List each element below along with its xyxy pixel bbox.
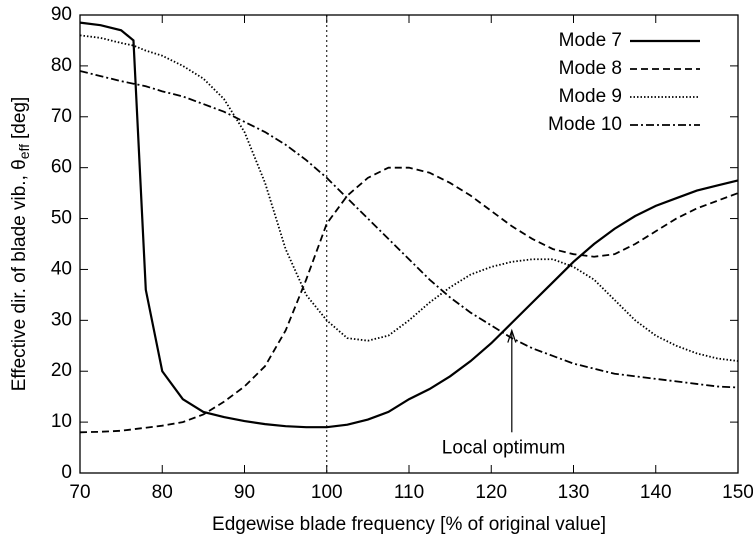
y-tick-label: 90 <box>51 4 72 25</box>
legend-label: Mode 7 <box>559 30 622 51</box>
series-line <box>79 70 739 389</box>
y-label-unit: [deg] <box>9 97 30 139</box>
y-tick-label: 20 <box>51 360 72 381</box>
x-tick-label: 150 <box>722 482 753 503</box>
y-tick-label: 80 <box>51 55 72 76</box>
annotation-text: Local optimum <box>442 437 566 458</box>
legend-label: Mode 10 <box>548 114 622 135</box>
y-tick-label: 70 <box>51 106 72 127</box>
y-tick-label: 40 <box>51 258 72 279</box>
y-label-main: Effective dir. of blade vib., θ <box>9 159 30 391</box>
y-axis-label: Effective dir. of blade vib., θeff [deg] <box>9 97 32 392</box>
plot-frame <box>79 14 739 474</box>
y-tick-label: 30 <box>51 309 72 330</box>
x-tick-label: 110 <box>394 482 424 503</box>
x-tick-label: 100 <box>311 482 343 503</box>
series-line <box>79 166 739 434</box>
y-label-sub: eff <box>16 144 32 159</box>
legend-label: Mode 9 <box>559 86 622 107</box>
x-tick-label: 70 <box>69 482 90 503</box>
x-tick-label: 130 <box>558 482 590 503</box>
y-tick-label: 0 <box>61 462 72 483</box>
x-tick-label: 90 <box>234 482 255 503</box>
series-line <box>79 21 739 429</box>
legend-label: Mode 8 <box>559 58 622 79</box>
x-tick-label: 140 <box>640 482 672 503</box>
annotation-arrowhead <box>507 328 517 343</box>
y-tick-label: 10 <box>51 411 72 432</box>
series-line <box>79 34 739 362</box>
y-tick-label: 60 <box>51 157 72 178</box>
x-axis-label: Edgewise blade frequency [% of original … <box>212 514 606 535</box>
x-tick-label: 120 <box>475 482 507 503</box>
y-tick-label: 50 <box>51 208 72 229</box>
x-tick-label: 80 <box>152 482 173 503</box>
